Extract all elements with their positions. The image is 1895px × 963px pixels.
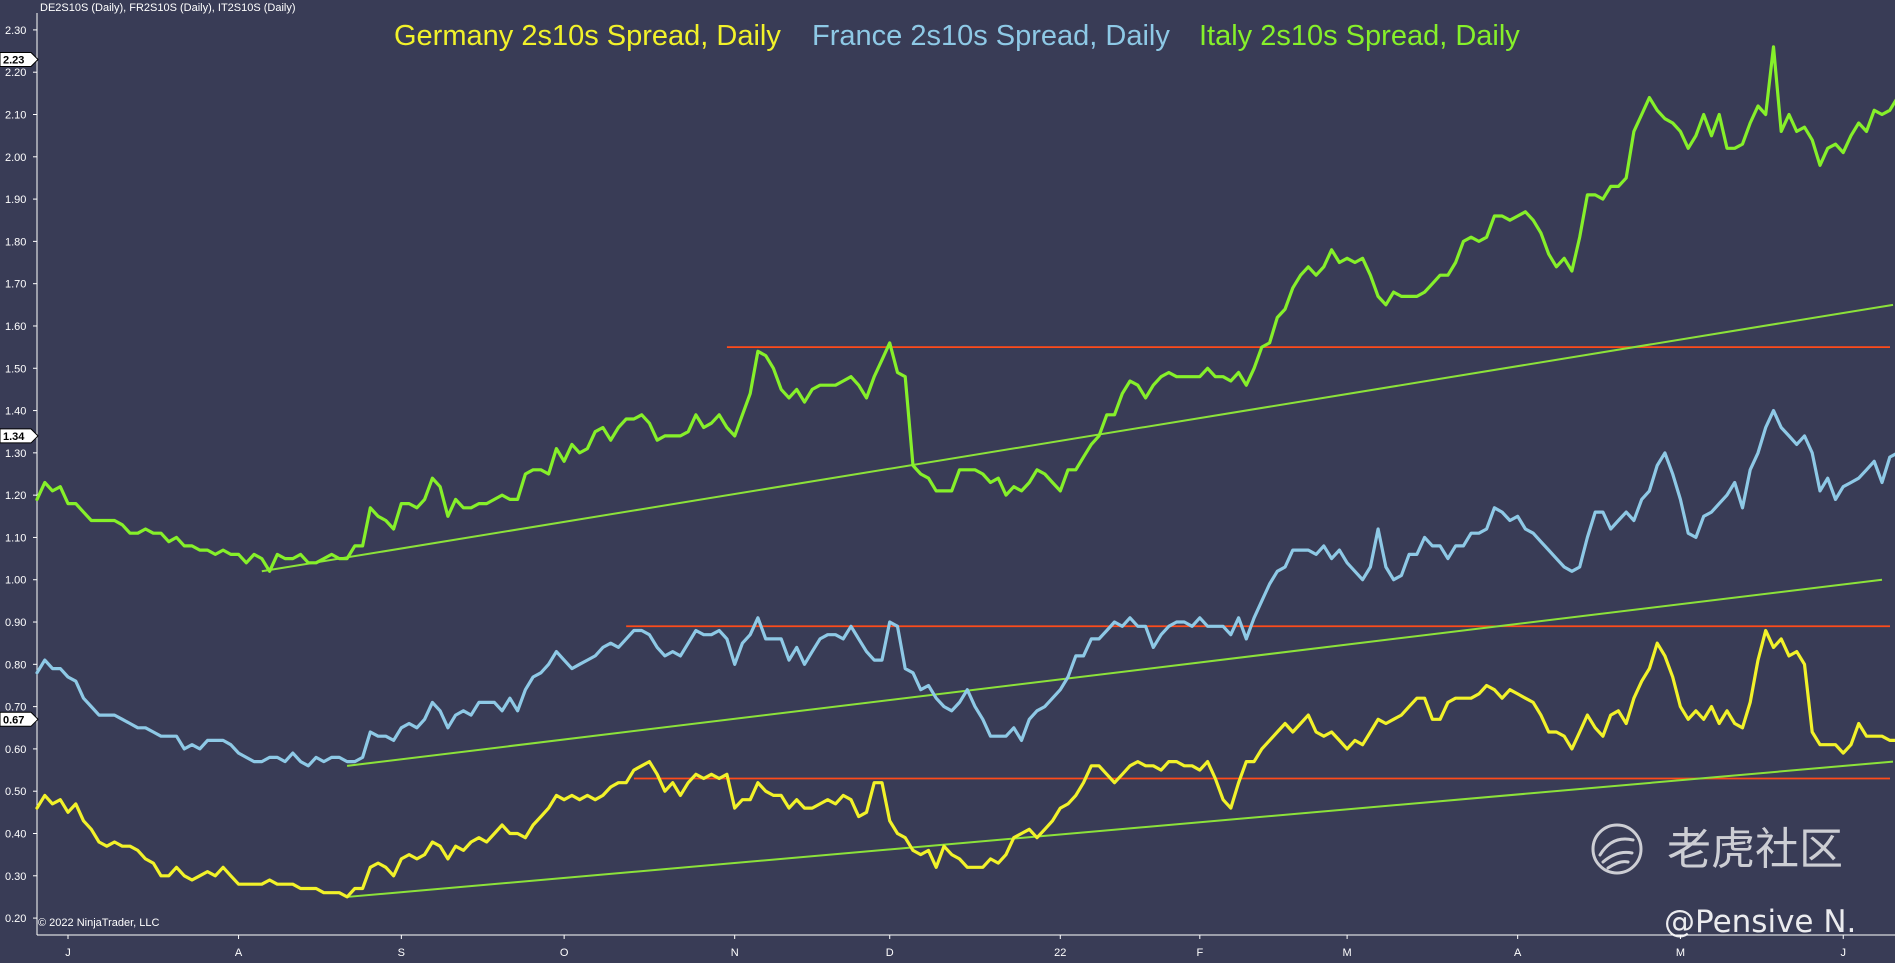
italy-series-line: [35, 45, 1895, 573]
x-tick-label: A: [1514, 947, 1522, 959]
y-tick-label: 1.20: [5, 490, 26, 502]
legend: Germany 2s10s Spread, Daily France 2s10s…: [394, 20, 1520, 52]
y-tick-label: 1.60: [5, 321, 26, 333]
france-value-marker: 1.34: [0, 428, 39, 444]
y-tick-label: 2.00: [5, 152, 26, 164]
y-tick-label: 0.30: [5, 871, 26, 883]
y-tick-label: 0.80: [5, 659, 26, 671]
y-tick-label: 2.10: [5, 110, 26, 122]
watermark: 老虎社区: [1591, 823, 1843, 875]
y-tick-label: 1.80: [5, 236, 26, 248]
y-tick-label: 1.70: [5, 279, 26, 291]
axes: 0.20 0.30 0.40 0.50 0.60 0.70 0.80 0.90 1.00 1.10…: [5, 13, 1895, 959]
marker-badge: [0, 52, 39, 68]
marker-badge: [0, 711, 39, 727]
germany-support-trendline: [346, 760, 1894, 898]
x-tick-label: D: [886, 947, 894, 959]
y-tick-label: 1.40: [5, 406, 26, 418]
x-tick-label: O: [560, 947, 569, 959]
y-tick-label: 0.20: [5, 913, 26, 925]
series-lines: [35, 45, 1895, 899]
y-tick-label: 1.90: [5, 194, 26, 206]
x-tick-label: S: [398, 947, 405, 959]
marker-badge: [0, 428, 39, 444]
y-tick-label: 0.60: [5, 744, 26, 756]
plot-lines: [261, 303, 1894, 898]
copyright-text: © 2022 NinjaTrader, LLC: [38, 917, 159, 929]
tiger-logo-icon: [1591, 823, 1643, 875]
instrument-header: DE2S10S (Daily), FR2S10S (Daily), IT2S10…: [40, 2, 296, 14]
y-tick-label: 0.70: [5, 702, 26, 714]
france-support-trendline: [346, 578, 1883, 767]
y-tick-label: 0.50: [5, 786, 26, 798]
marker-label: 0.67: [3, 714, 24, 726]
x-tick-label: M: [1676, 947, 1685, 959]
germany-value-marker: 0.67: [0, 711, 39, 727]
marker-label: 1.34: [3, 431, 25, 443]
y-tick-label: 0.40: [5, 828, 26, 840]
y-tick-label: 1.00: [5, 575, 26, 587]
y-tick-label: 0.90: [5, 617, 26, 629]
watermark-author: @Pensive N.: [1664, 904, 1856, 940]
y-tick-label: 2.30: [5, 25, 26, 37]
y-tick-label: 1.30: [5, 448, 26, 460]
x-tick-label: J: [1840, 947, 1846, 959]
legend-italy: Italy 2s10s Spread, Daily: [1199, 20, 1520, 52]
watermark-logo-text: 老虎社区: [1667, 824, 1843, 875]
y-tick-label: 1.10: [5, 532, 26, 544]
germany-series-line: [35, 628, 1895, 899]
france-series-line: [35, 409, 1895, 768]
y-tick-label: 1.50: [5, 363, 26, 375]
last-value-markers: 2.23 1.34 0.67: [0, 52, 39, 727]
marker-label: 2.23: [3, 55, 24, 67]
x-tick-label: N: [731, 947, 739, 959]
y-tick-label: 2.20: [5, 67, 26, 79]
x-tick-label: J: [65, 947, 71, 959]
x-tick-label: F: [1196, 947, 1203, 959]
x-tick-label: A: [235, 947, 243, 959]
x-tick-label: 22: [1054, 947, 1066, 959]
x-tick-label: M: [1343, 947, 1352, 959]
italy-value-marker: 2.23: [0, 52, 39, 68]
legend-germany: Germany 2s10s Spread, Daily: [394, 20, 781, 52]
italy-support-trendline: [261, 303, 1894, 573]
legend-france: France 2s10s Spread, Daily: [812, 20, 1170, 52]
